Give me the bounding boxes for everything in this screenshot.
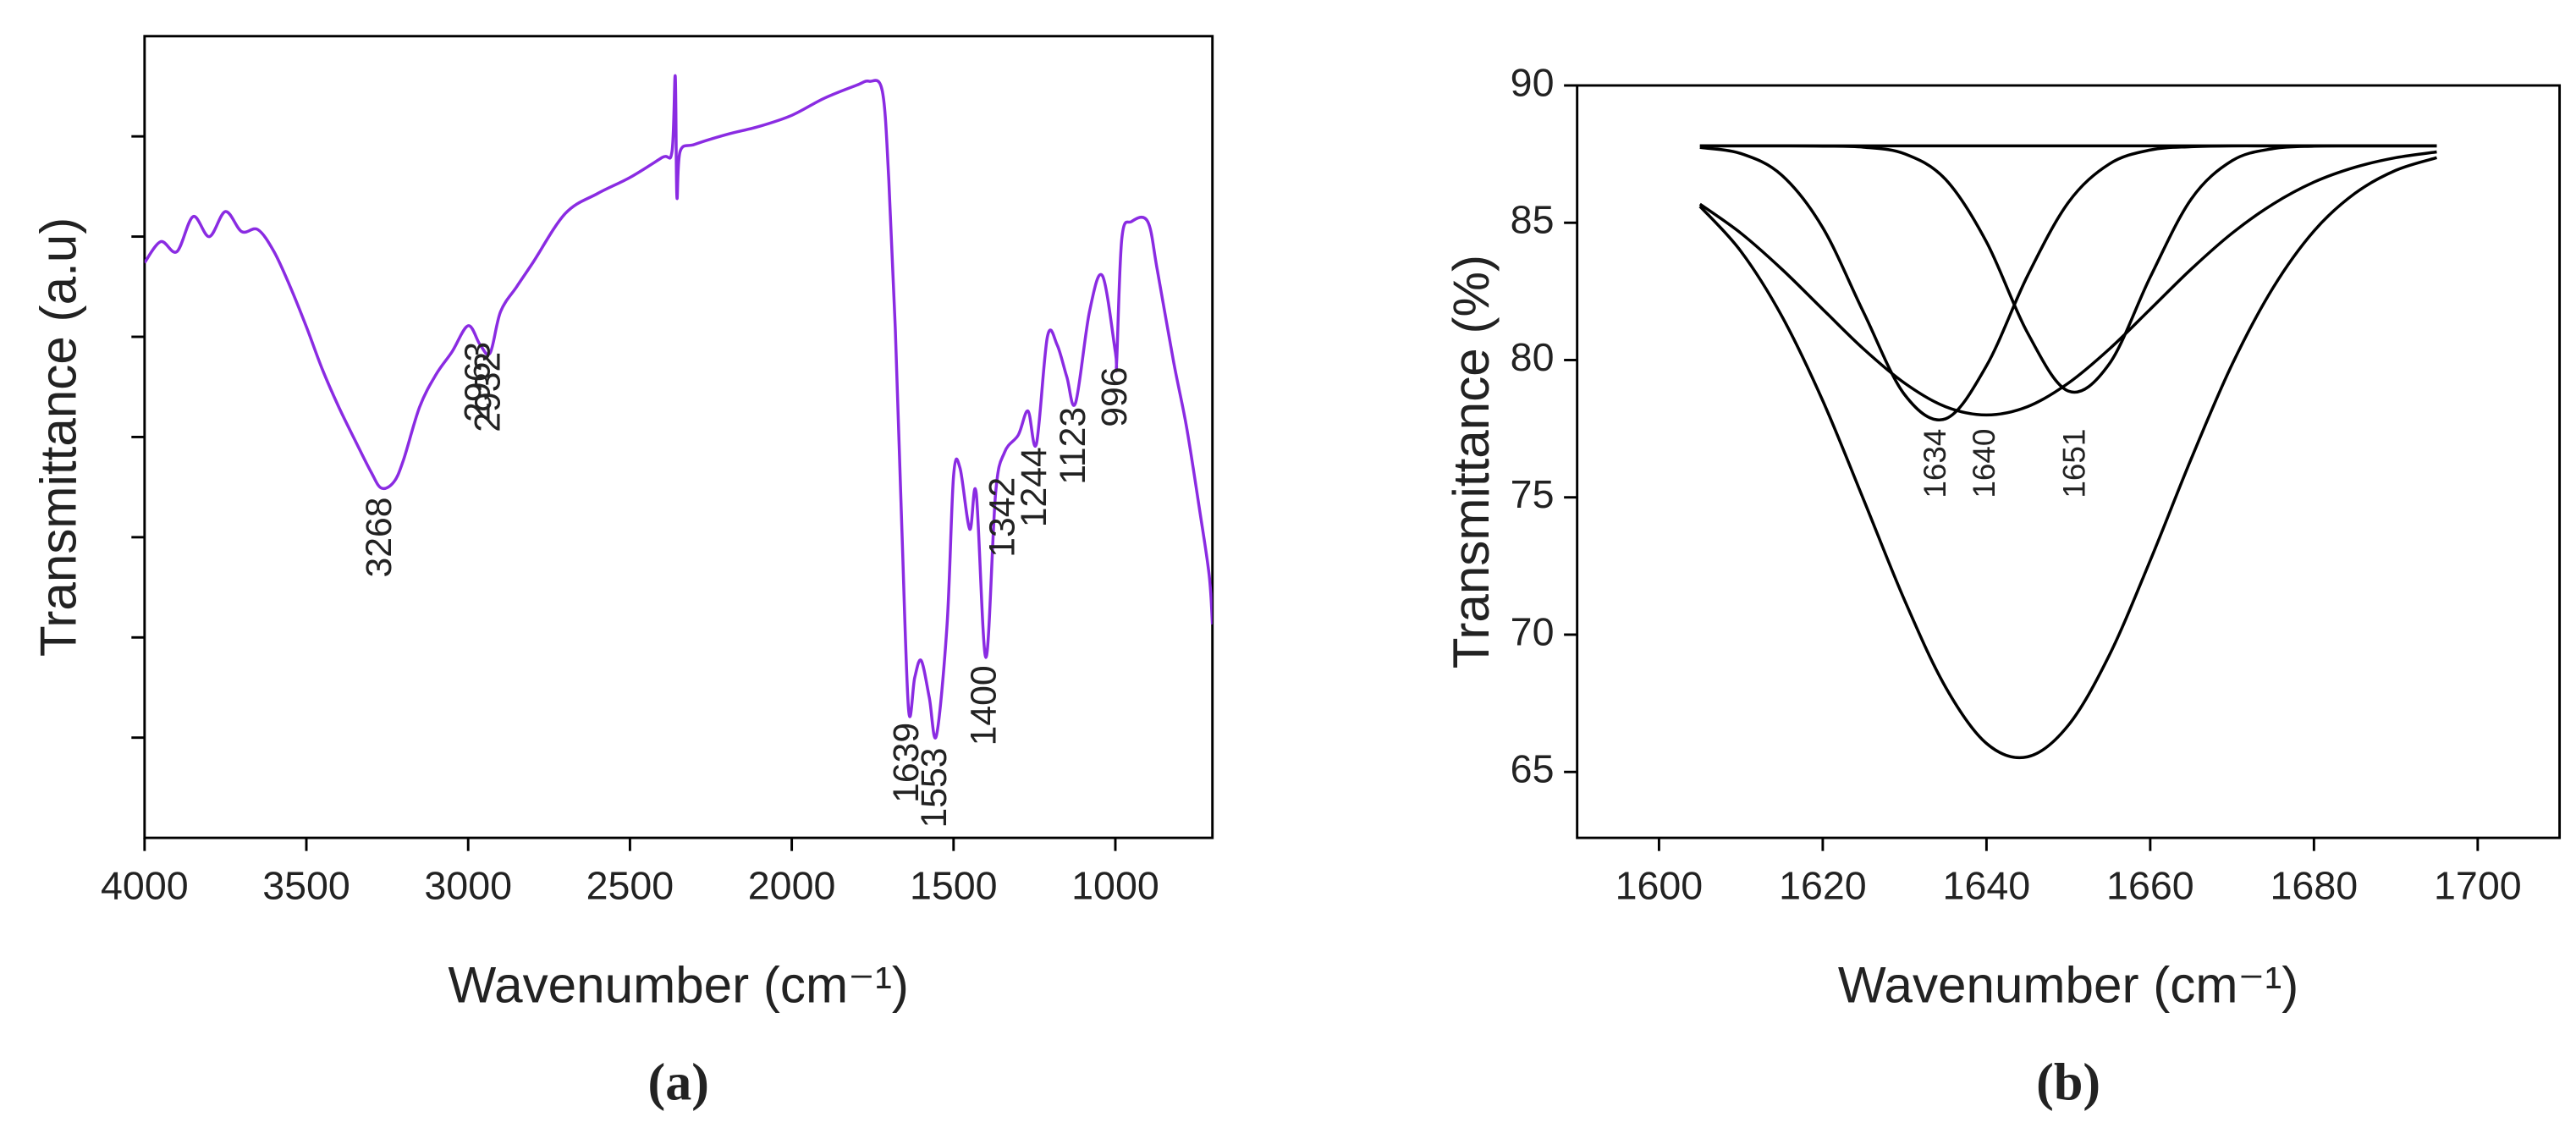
y-tick-label: 65 (1511, 747, 1555, 791)
peak-annotation: 1640 (1967, 429, 2001, 498)
y-axis-label: Transmittance (%) (1443, 255, 1500, 669)
peak-annotation: 1342 (982, 477, 1022, 558)
x-tick-label: 4000 (101, 864, 189, 908)
peak-annotation: 1651 (2057, 429, 2092, 498)
x-tick-label: 1660 (2106, 864, 2194, 908)
x-tick-label: 2000 (748, 864, 836, 908)
data-line (144, 74, 1213, 740)
peak-annotation: 1634 (1918, 429, 1952, 498)
x-tick-label: 3000 (424, 864, 512, 908)
y-tick-label: 90 (1511, 60, 1555, 104)
y-tick-label: 85 (1511, 198, 1555, 242)
data-line (1699, 144, 2437, 394)
x-axis-label: Wavenumber (cm⁻¹) (449, 957, 909, 1014)
peak-annotation: 1123 (1053, 407, 1093, 485)
plot-frame (1576, 84, 2562, 839)
peak-annotation: 1400 (963, 665, 1004, 746)
x-axis-label: Wavenumber (cm⁻¹) (1838, 957, 2298, 1014)
x-tick-label: 1620 (1779, 864, 1867, 908)
x-tick-label: 1680 (2271, 864, 2359, 908)
plot-area (144, 74, 1213, 740)
peak-annotation: 2963 (458, 342, 498, 422)
peak-annotation: 996 (1094, 367, 1135, 427)
peak-annotation: 3268 (359, 497, 399, 577)
data-line (1698, 156, 2437, 760)
plot-area (1698, 144, 2437, 760)
peak-annotation: 1639 (886, 723, 927, 803)
panel-label: (b) (2036, 1054, 2100, 1111)
y-tick-label: 70 (1511, 609, 1555, 653)
x-tick-label: 2500 (586, 864, 674, 908)
peak-annotation: 1553 (914, 748, 955, 828)
peak-annotation: 2932 (468, 352, 509, 432)
x-tick-label: 3500 (262, 864, 350, 908)
x-tick-label: 1500 (910, 864, 998, 908)
panel-label: (a) (648, 1054, 709, 1111)
peak-annotation: 1244 (1014, 447, 1054, 527)
y-axis-label: Transmittance (a.u) (30, 217, 87, 657)
x-tick-label: 1700 (2434, 864, 2522, 908)
data-line (1698, 150, 2437, 417)
x-tick-label: 1600 (1616, 864, 1704, 908)
x-tick-label: 1000 (1071, 864, 1159, 908)
data-line (1699, 144, 2437, 421)
y-tick-label: 80 (1511, 335, 1555, 379)
y-tick-label: 75 (1511, 472, 1555, 516)
x-tick-label: 1640 (1943, 864, 2031, 908)
